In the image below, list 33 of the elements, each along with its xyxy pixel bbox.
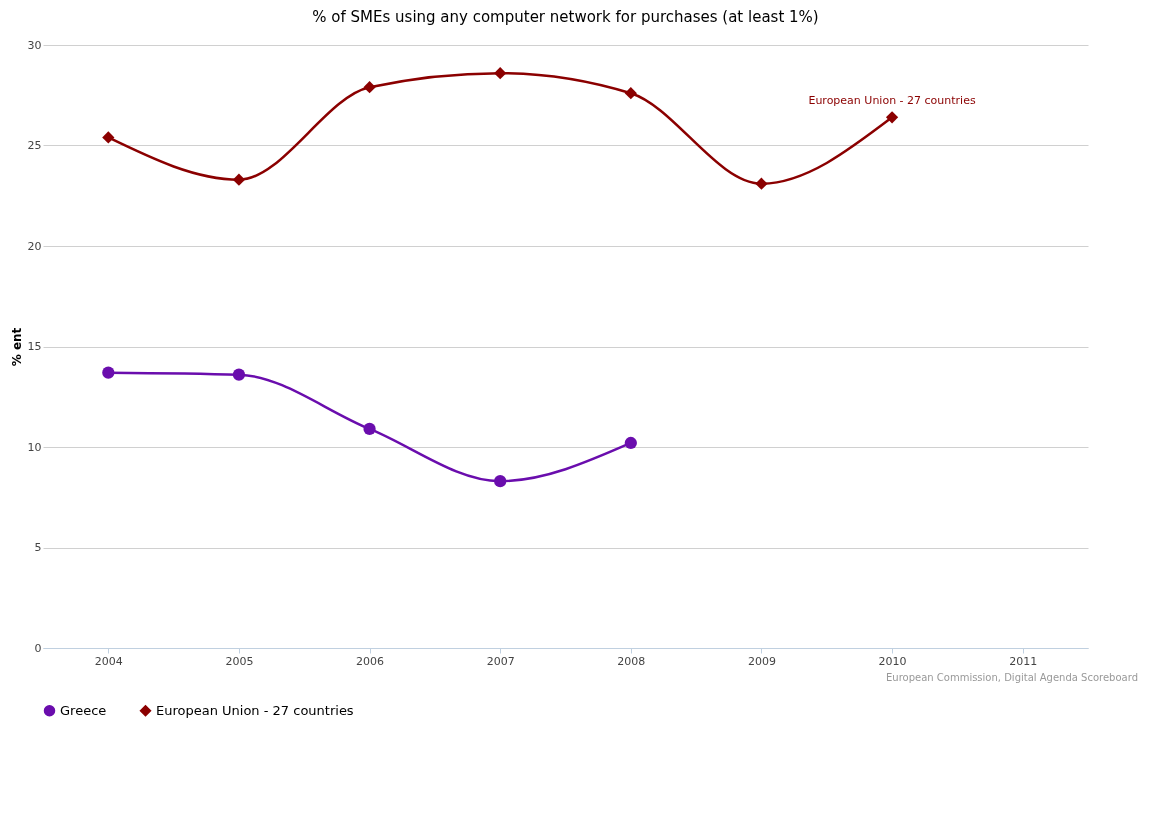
legend-label: Greece	[60, 702, 107, 718]
point	[232, 368, 246, 381]
x-tick-label: 2010	[878, 654, 907, 668]
chart-title: % of SMEs using any computer network for purchases (at least 1%)	[312, 8, 819, 26]
point	[885, 111, 899, 124]
text: European Commission, Digital Agenda Scoreboard	[885, 672, 1138, 683]
annotation: European Union - 27 countries	[808, 94, 976, 108]
y-tick-label: 0	[34, 641, 42, 655]
y-tick-label: 20	[27, 239, 42, 253]
point	[363, 81, 376, 94]
point	[624, 436, 637, 450]
x-tick-label: 2007	[486, 654, 515, 668]
x-tick-label: 2008	[617, 654, 646, 668]
point	[494, 67, 507, 80]
x-tick-label: 2006	[356, 654, 385, 668]
y-tick-label: 30	[27, 38, 42, 52]
x-tick-label: 2009	[747, 654, 776, 668]
x-tick-label: 2004	[94, 654, 123, 668]
x-tick-label: 2011	[1009, 654, 1038, 668]
x-tick-label: 2005	[225, 654, 254, 668]
point	[755, 177, 768, 190]
point	[102, 131, 115, 144]
point	[624, 87, 637, 100]
point	[102, 366, 115, 379]
y-tick-label: 5	[34, 541, 42, 554]
point	[494, 475, 507, 488]
point	[363, 422, 376, 436]
point	[232, 173, 246, 186]
y-tick-label: 25	[27, 139, 42, 152]
legend-label: European Union - 27 countries	[156, 702, 354, 718]
y-axis-title: % ent	[9, 327, 24, 367]
y-tick-label: 10	[27, 440, 42, 454]
y-tick-label: 15	[27, 340, 42, 353]
